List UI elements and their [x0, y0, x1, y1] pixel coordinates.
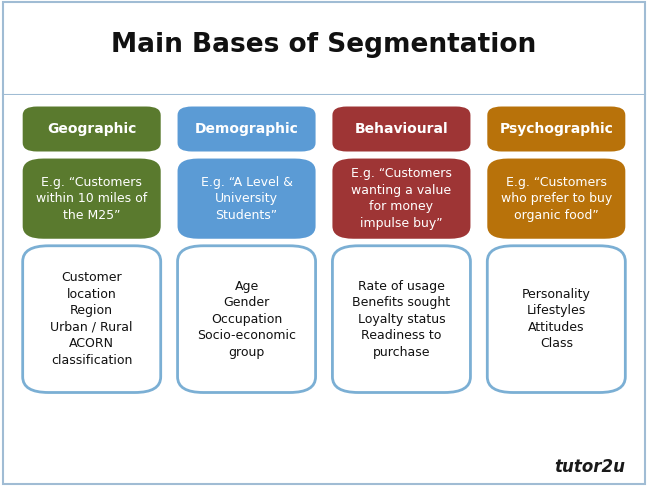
Text: Psychographic: Psychographic	[500, 122, 613, 136]
FancyBboxPatch shape	[487, 158, 625, 239]
Text: Personality
Lifestyles
Attitudes
Class: Personality Lifestyles Attitudes Class	[522, 288, 591, 350]
Text: Customer
location
Region
Urban / Rural
ACORN
classification: Customer location Region Urban / Rural A…	[51, 271, 133, 367]
FancyBboxPatch shape	[487, 246, 625, 393]
Text: Behavioural: Behavioural	[354, 122, 448, 136]
Text: E.g. “Customers
within 10 miles of
the M25”: E.g. “Customers within 10 miles of the M…	[36, 175, 147, 222]
FancyBboxPatch shape	[23, 106, 161, 152]
Text: Geographic: Geographic	[47, 122, 136, 136]
Text: Demographic: Demographic	[194, 122, 299, 136]
Text: Rate of usage
Benefits sought
Loyalty status
Readiness to
purchase: Rate of usage Benefits sought Loyalty st…	[353, 279, 450, 359]
Text: E.g. “Customers
who prefer to buy
organic food”: E.g. “Customers who prefer to buy organi…	[501, 175, 612, 222]
FancyBboxPatch shape	[23, 246, 161, 393]
FancyBboxPatch shape	[487, 106, 625, 152]
FancyBboxPatch shape	[178, 246, 316, 393]
Text: tutor2u: tutor2u	[554, 458, 625, 476]
FancyBboxPatch shape	[332, 106, 470, 152]
Text: E.g. “Customers
wanting a value
for money
impulse buy”: E.g. “Customers wanting a value for mone…	[351, 167, 452, 230]
Text: Age
Gender
Occupation
Socio-economic
group: Age Gender Occupation Socio-economic gro…	[197, 279, 296, 359]
FancyBboxPatch shape	[332, 158, 470, 239]
FancyBboxPatch shape	[23, 158, 161, 239]
FancyBboxPatch shape	[178, 158, 316, 239]
Text: Main Bases of Segmentation: Main Bases of Segmentation	[111, 33, 537, 58]
FancyBboxPatch shape	[178, 106, 316, 152]
Text: E.g. “A Level &
University
Students”: E.g. “A Level & University Students”	[201, 175, 292, 222]
FancyBboxPatch shape	[332, 246, 470, 393]
